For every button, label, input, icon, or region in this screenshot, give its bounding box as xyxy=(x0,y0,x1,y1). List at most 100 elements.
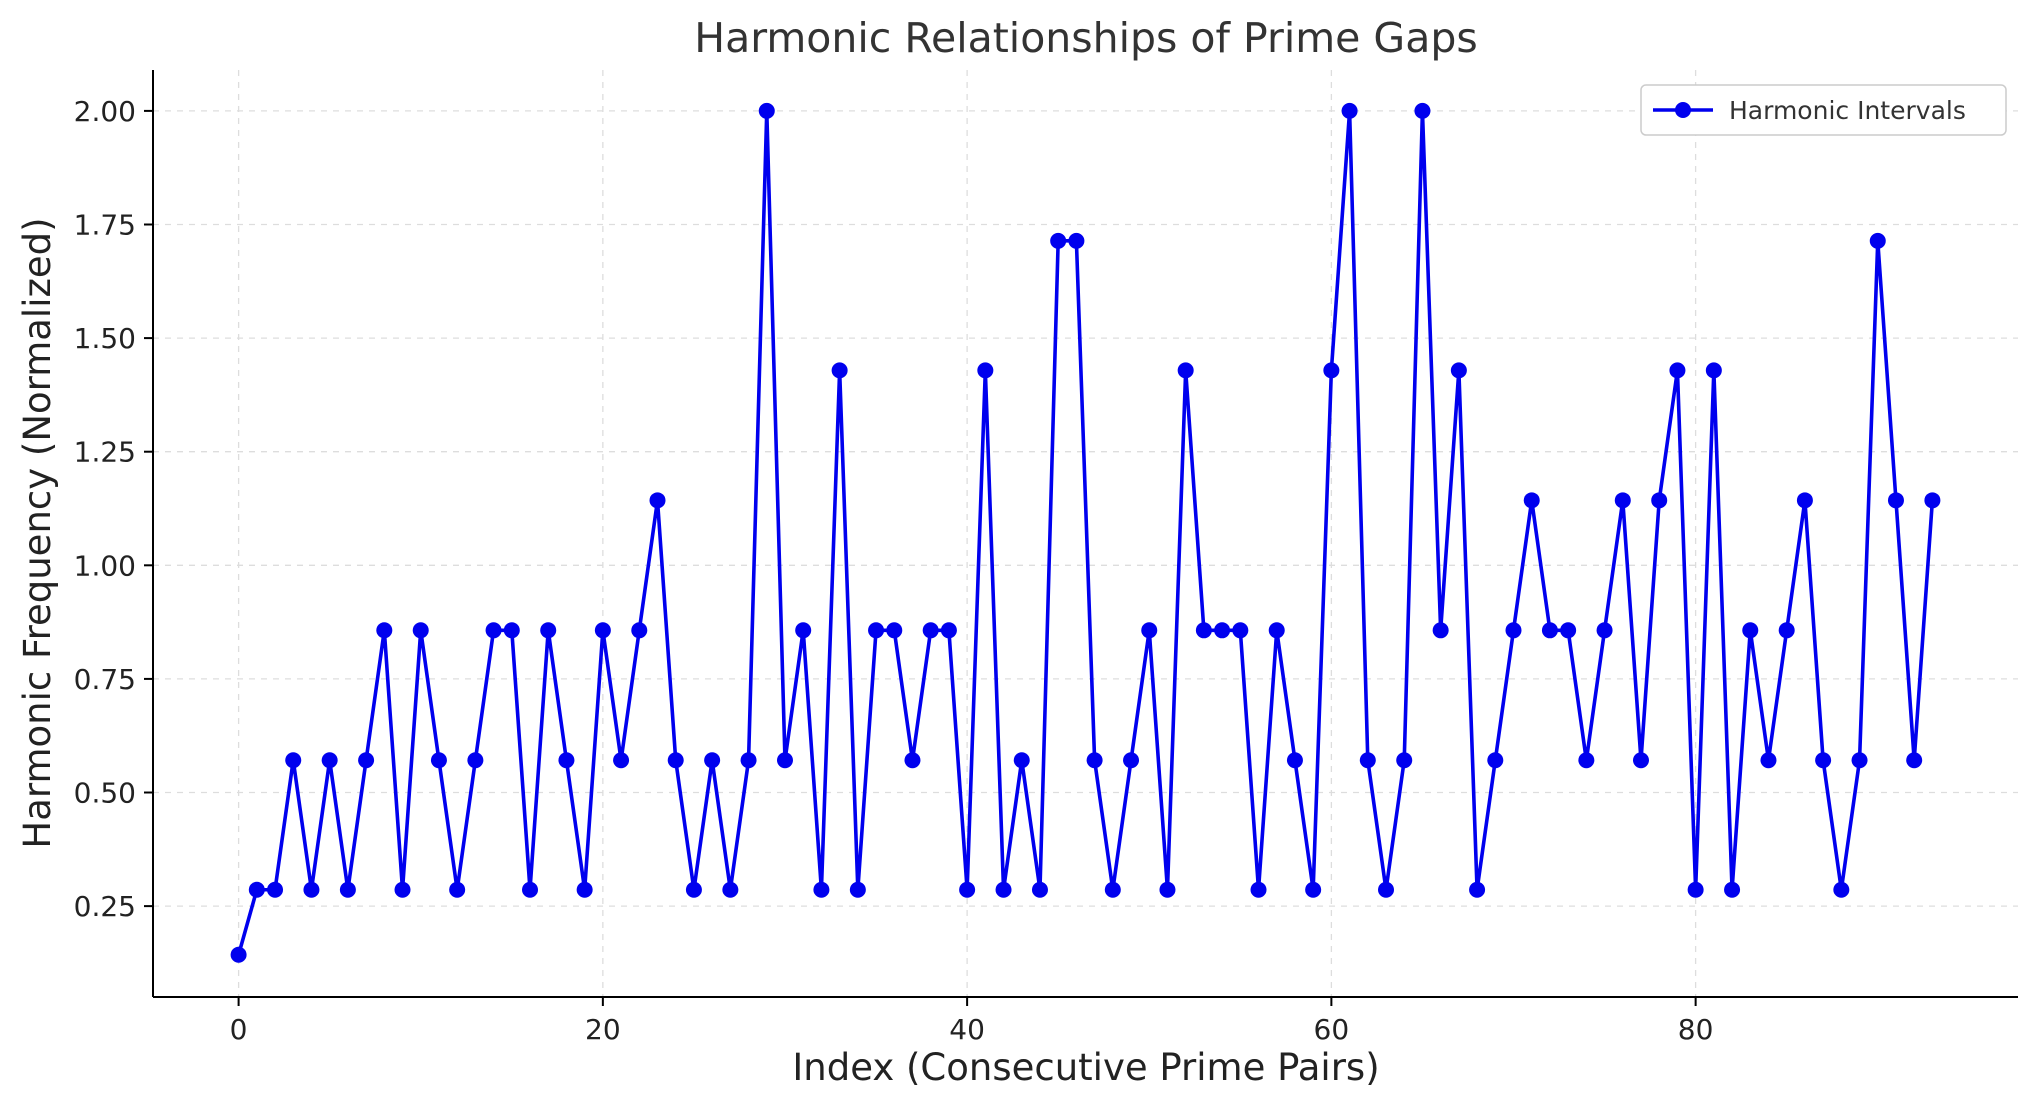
data-point xyxy=(1869,232,1886,249)
data-point xyxy=(1596,622,1613,639)
data-point xyxy=(230,946,247,963)
data-point xyxy=(1232,622,1249,639)
data-point xyxy=(1632,752,1649,769)
data-point xyxy=(339,881,356,898)
data-point xyxy=(267,881,284,898)
data-point xyxy=(831,362,848,379)
x-tick-label: 80 xyxy=(1678,1013,1714,1046)
y-tick-label: 0.50 xyxy=(74,777,136,810)
data-point xyxy=(1705,362,1722,379)
data-point xyxy=(1924,492,1941,509)
x-tick-label: 20 xyxy=(585,1013,621,1046)
data-point xyxy=(1469,881,1486,898)
data-point xyxy=(849,881,866,898)
data-point xyxy=(1031,881,1048,898)
data-point xyxy=(558,752,575,769)
y-axis-label: Harmonic Frequency (Normalized) xyxy=(16,217,59,848)
data-point xyxy=(1887,492,1904,509)
data-point xyxy=(285,752,302,769)
data-point xyxy=(1123,752,1140,769)
data-point xyxy=(1906,752,1923,769)
axis-ticks: 0 20 40 60 80 0.25 0.50 0.75 1.00 1.25 1.50 1.75 2.0… xyxy=(74,95,1714,1046)
data-point xyxy=(1414,102,1431,119)
data-point xyxy=(1851,752,1868,769)
data-point xyxy=(1359,752,1376,769)
data-point xyxy=(594,622,611,639)
data-point xyxy=(394,881,411,898)
data-point xyxy=(1141,622,1158,639)
data-point xyxy=(1505,622,1522,639)
data-point xyxy=(1068,232,1085,249)
data-point xyxy=(1614,492,1631,509)
data-point xyxy=(1378,881,1395,898)
legend-entry-label: Harmonic Intervals xyxy=(1729,96,1966,125)
data-point xyxy=(1159,881,1176,898)
data-point xyxy=(1742,622,1759,639)
data-point xyxy=(449,881,466,898)
data-point xyxy=(358,752,375,769)
data-point xyxy=(613,752,630,769)
x-axis-label: Index (Consecutive Prime Pairs) xyxy=(792,1046,1379,1089)
data-point xyxy=(1323,362,1340,379)
data-point xyxy=(522,881,539,898)
series-line xyxy=(236,109,1935,956)
data-point xyxy=(1086,752,1103,769)
data-point xyxy=(576,881,593,898)
data-point xyxy=(722,881,739,898)
data-point xyxy=(776,752,793,769)
data-point xyxy=(1214,622,1231,639)
data-point xyxy=(248,881,265,898)
data-point xyxy=(758,102,775,119)
data-point xyxy=(813,881,830,898)
data-point xyxy=(1833,881,1850,898)
data-point xyxy=(321,752,338,769)
data-point xyxy=(303,881,320,898)
data-point xyxy=(795,622,812,639)
data-point xyxy=(1341,102,1358,119)
data-point xyxy=(868,622,885,639)
y-tick-label: 2.00 xyxy=(74,95,136,128)
data-point xyxy=(740,752,757,769)
data-point xyxy=(1487,752,1504,769)
data-point xyxy=(1578,752,1595,769)
data-point xyxy=(1815,752,1832,769)
legend-box xyxy=(1640,84,2007,136)
y-tick-label: 0.75 xyxy=(74,663,136,696)
data-point xyxy=(667,752,684,769)
data-point xyxy=(1760,752,1777,769)
legend-marker-swatch xyxy=(1675,102,1691,118)
data-point xyxy=(1013,752,1030,769)
data-point xyxy=(1195,622,1212,639)
data-point xyxy=(540,622,557,639)
data-point xyxy=(886,622,903,639)
data-point xyxy=(649,492,666,509)
data-point xyxy=(977,362,994,379)
y-tick-label: 1.00 xyxy=(74,549,136,582)
data-point xyxy=(1450,362,1467,379)
data-point xyxy=(995,881,1012,898)
data-point xyxy=(1687,881,1704,898)
data-point xyxy=(485,622,502,639)
data-point xyxy=(1104,881,1121,898)
data-point xyxy=(467,752,484,769)
series-layer xyxy=(230,102,1941,963)
data-point xyxy=(1651,492,1668,509)
y-tick-label: 1.50 xyxy=(74,322,136,355)
data-point xyxy=(1177,362,1194,379)
data-point xyxy=(412,622,429,639)
data-point xyxy=(1286,752,1303,769)
data-point xyxy=(704,752,721,769)
data-point xyxy=(1560,622,1577,639)
data-point xyxy=(1778,622,1795,639)
data-point xyxy=(1432,622,1449,639)
data-point xyxy=(922,622,939,639)
data-point xyxy=(1268,622,1285,639)
y-tick-label: 0.25 xyxy=(74,890,136,923)
data-point xyxy=(1796,492,1813,509)
data-point xyxy=(631,622,648,639)
y-tick-label: 1.75 xyxy=(74,209,136,242)
data-point xyxy=(1305,881,1322,898)
data-point xyxy=(1250,881,1267,898)
